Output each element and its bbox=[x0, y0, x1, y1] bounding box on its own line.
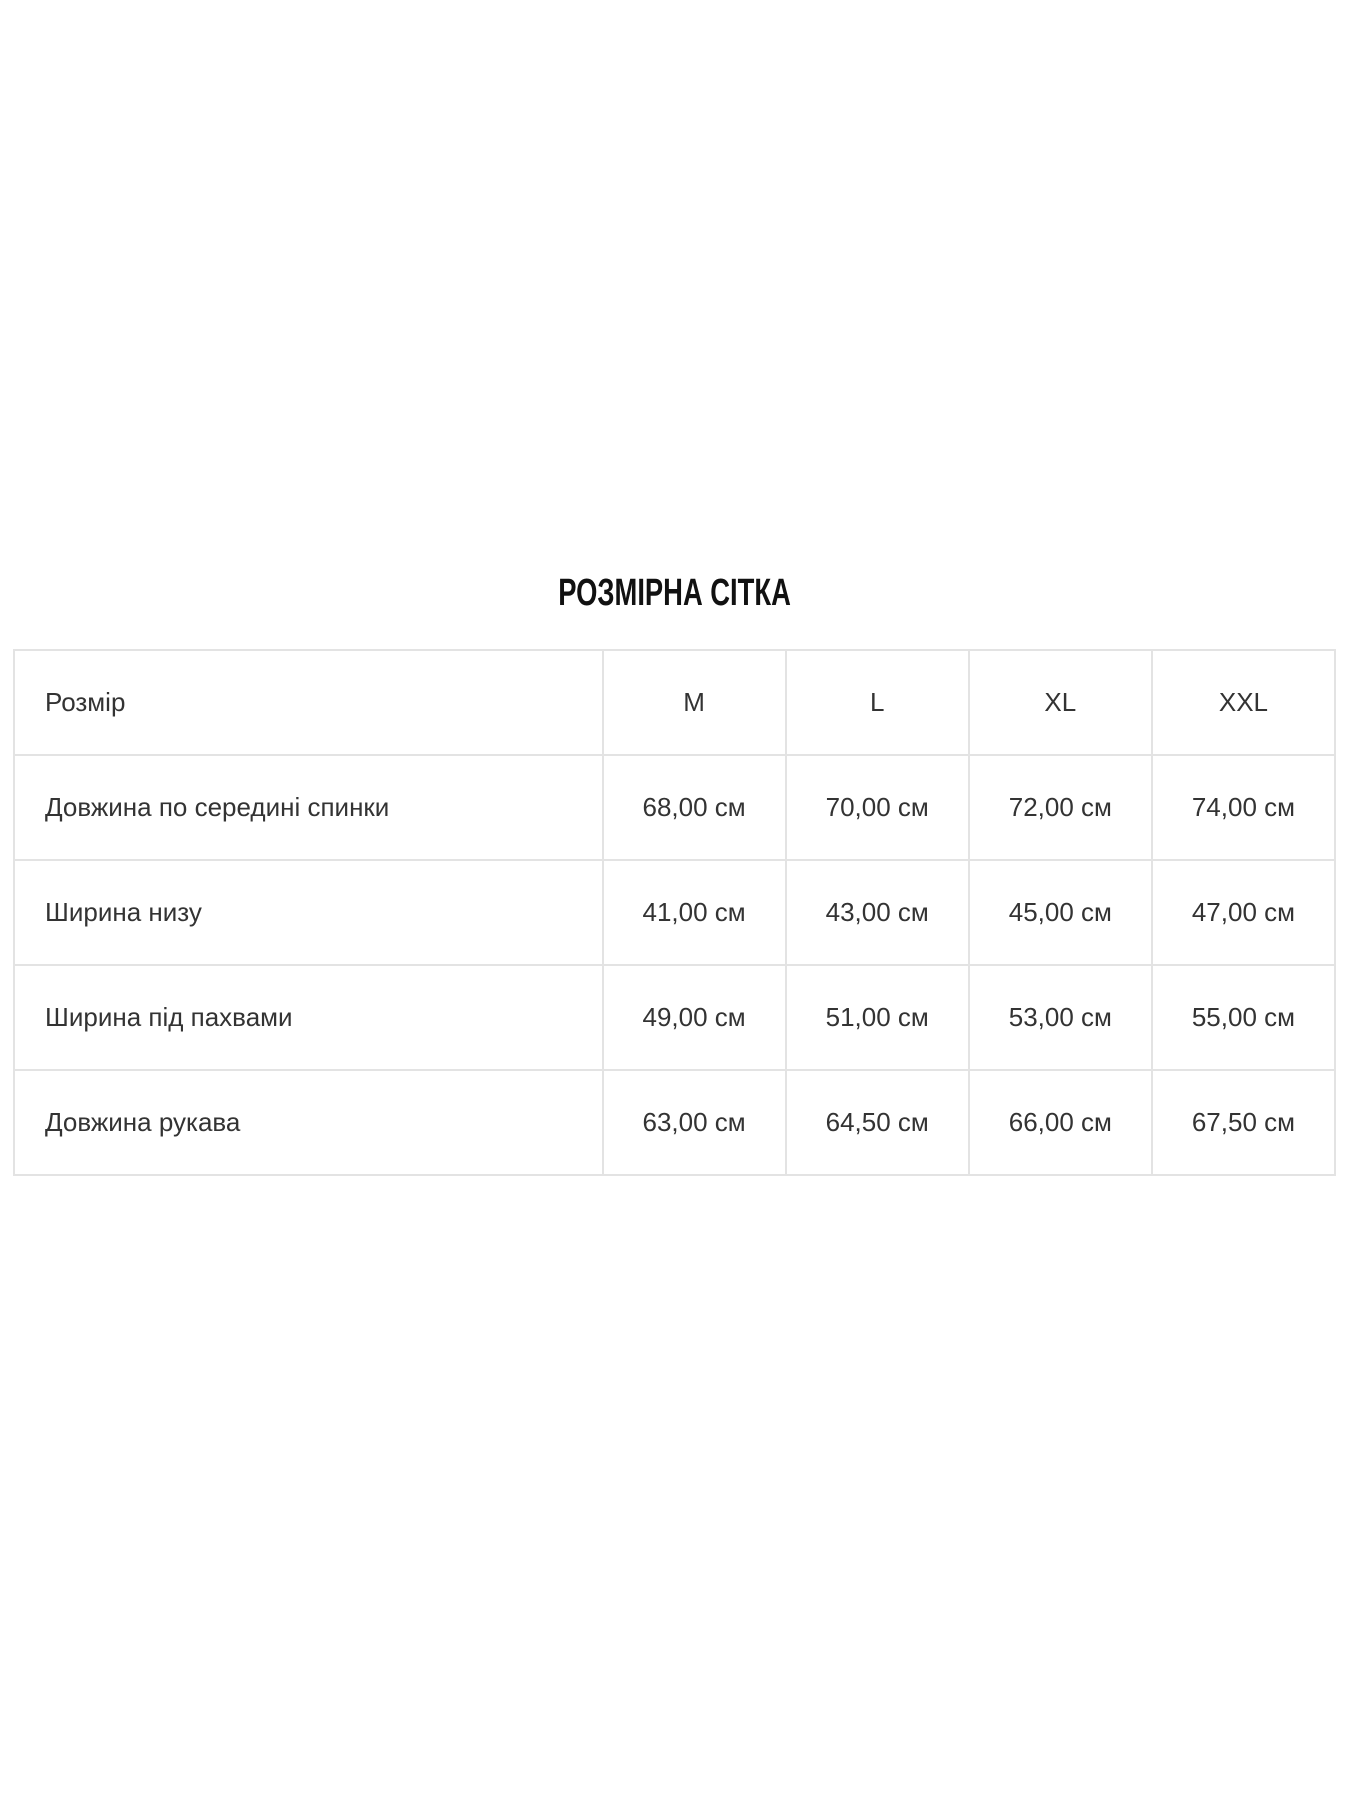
cell: 53,00 см bbox=[967, 964, 1153, 1071]
cell: 49,00 см bbox=[601, 964, 787, 1071]
header-size: L bbox=[784, 649, 970, 756]
cell: 47,00 см bbox=[1150, 859, 1337, 966]
table-header-row: Розмір M L XL XXL bbox=[13, 649, 1337, 756]
cell: 43,00 см bbox=[784, 859, 970, 966]
cell: 67,50 см bbox=[1150, 1069, 1337, 1176]
size-chart-table: Розмір M L XL XXL Довжина по середині сп… bbox=[13, 649, 1337, 1176]
title-text: РОЗМІРНА СІТКА bbox=[558, 572, 792, 614]
cell: 66,00 см bbox=[967, 1069, 1153, 1176]
cell: 70,00 см bbox=[784, 754, 970, 861]
row-label: Ширина низу bbox=[13, 859, 604, 966]
cell: 55,00 см bbox=[1150, 964, 1337, 1071]
header-size: M bbox=[601, 649, 787, 756]
row-label: Ширина під пахвами bbox=[13, 964, 604, 1071]
header-size: XL bbox=[967, 649, 1153, 756]
row-label: Довжина рукава bbox=[13, 1069, 604, 1176]
cell: 63,00 см bbox=[601, 1069, 787, 1176]
header-size: XXL bbox=[1150, 649, 1337, 756]
table-row: Ширина низу 41,00 см 43,00 см 45,00 см 4… bbox=[13, 859, 1337, 966]
cell: 51,00 см bbox=[784, 964, 970, 1071]
cell: 74,00 см bbox=[1150, 754, 1337, 861]
row-label: Довжина по середині спинки bbox=[13, 754, 604, 861]
cell: 68,00 см bbox=[601, 754, 787, 861]
cell: 64,50 см bbox=[784, 1069, 970, 1176]
table-row: Довжина рукава 63,00 см 64,50 см 66,00 с… bbox=[13, 1069, 1337, 1176]
cell: 41,00 см bbox=[601, 859, 787, 966]
table-row: Ширина під пахвами 49,00 см 51,00 см 53,… bbox=[13, 964, 1337, 1071]
header-label: Розмір bbox=[13, 649, 604, 756]
page-title: РОЗМІРНА СІТКА bbox=[0, 572, 1350, 615]
cell: 45,00 см bbox=[967, 859, 1153, 966]
table-row: Довжина по середині спинки 68,00 см 70,0… bbox=[13, 754, 1337, 861]
cell: 72,00 см bbox=[967, 754, 1153, 861]
